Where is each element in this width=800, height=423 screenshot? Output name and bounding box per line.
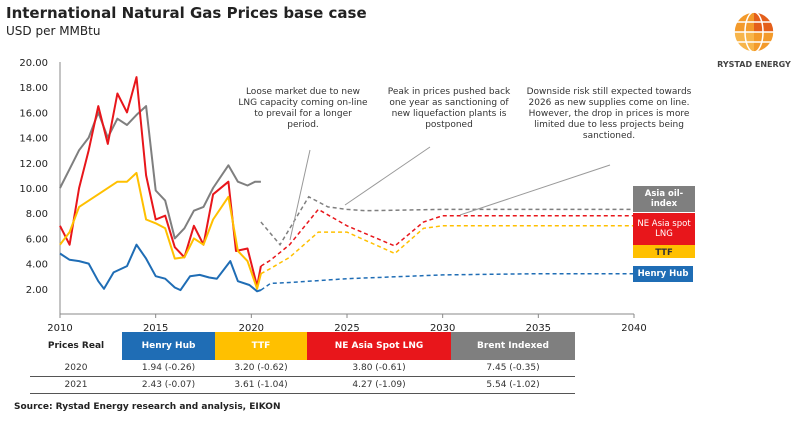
cell: 1.94 (-0.26) xyxy=(141,363,196,373)
logo-text: RYSTAD ENERGY xyxy=(717,60,791,69)
cell: 2020 xyxy=(64,363,88,373)
cell: 3.80 (-0.61) xyxy=(352,363,406,373)
y-tick-label: 2.00 xyxy=(26,285,48,296)
prices-table: Prices Real Henry Hub TTF NE Asia Spot L… xyxy=(30,332,575,394)
x-tick-label: 2035 xyxy=(526,323,551,334)
series-asia-oil-index-forecast xyxy=(260,195,634,246)
series-ne-asia-spot-lng-forecast xyxy=(260,208,634,267)
source-note: Source: Rystad Energy research and analy… xyxy=(14,402,281,412)
y-tick-label: 14.00 xyxy=(19,134,48,145)
x-tick-label: 2030 xyxy=(430,323,455,334)
y-tick-label: 4.00 xyxy=(26,260,48,271)
annotation-pointer-2 xyxy=(344,146,431,206)
x-tick-label: 2015 xyxy=(143,323,168,334)
series-henry-hub-history xyxy=(59,243,262,293)
annotation-loose-market: Loose market due to new LNG capacity com… xyxy=(238,87,368,130)
chart-subtitle: USD per MMBtu xyxy=(6,24,101,38)
table-row: 2020 1.94 (-0.26) 3.20 (-0.62) 3.80 (-0.… xyxy=(30,360,575,377)
x-tick-label: 2025 xyxy=(334,323,359,334)
annotation-pointers xyxy=(289,146,611,241)
y-tick-label: 8.00 xyxy=(26,209,48,220)
cell: 2.43 (-0.07) xyxy=(141,380,196,390)
globe-logo-icon xyxy=(733,11,775,53)
header-ne-asia: NE Asia Spot LNG xyxy=(307,332,451,360)
table-header: Prices Real Henry Hub TTF NE Asia Spot L… xyxy=(30,332,575,360)
rystad-logo: RYSTAD ENERGY xyxy=(714,10,794,69)
y-tick-label: 16.00 xyxy=(19,108,48,119)
series-henry-hub-forecast xyxy=(260,272,634,291)
x-tick-label: 2010 xyxy=(47,323,72,334)
header-ttf: TTF xyxy=(215,332,307,360)
label-henry-hub: Henry Hub xyxy=(633,266,693,282)
series-ttf-forecast xyxy=(260,225,634,275)
cell: 5.54 (-1.02) xyxy=(486,380,540,390)
cell: 2021 xyxy=(64,380,88,390)
y-tick-label: 18.00 xyxy=(19,83,48,94)
table-row: 2021 2.43 (-0.07) 3.61 (-1.04) 4.27 (-1.… xyxy=(30,377,575,394)
annotation-pointer-1 xyxy=(289,149,311,241)
y-tick-label: 20.00 xyxy=(19,58,48,69)
x-tick-label: 2020 xyxy=(239,323,264,334)
cell: 3.20 (-0.62) xyxy=(234,363,288,373)
chart-title: International Natural Gas Prices base ca… xyxy=(6,4,367,22)
label-asia-oil-index: Asia oil-index xyxy=(633,186,695,212)
cell: 7.45 (-0.35) xyxy=(486,363,540,373)
header-brent: Brent Indexed xyxy=(451,332,575,360)
annotation-downside-risk: Downside risk still expected towards 202… xyxy=(526,87,692,141)
header-henry-hub: Henry Hub xyxy=(122,332,215,360)
y-tick-label: 6.00 xyxy=(26,234,48,245)
label-ne-asia-spot-lng: NE Asia spot LNG xyxy=(633,213,695,245)
annotation-peak-pushed: Peak in prices pushed back one year as s… xyxy=(387,87,511,130)
x-tick-label: 2040 xyxy=(621,323,646,334)
y-tick-label: 12.00 xyxy=(19,159,48,170)
series-ne-asia-spot-lng-history xyxy=(59,76,262,288)
cell: 3.61 (-1.04) xyxy=(234,380,288,390)
cell: 4.27 (-1.09) xyxy=(352,380,406,390)
header-prices-real: Prices Real xyxy=(47,341,105,351)
y-tick-label: 10.00 xyxy=(19,184,48,195)
series-ttf-history xyxy=(59,171,262,290)
annotation-pointer-3 xyxy=(459,164,611,216)
